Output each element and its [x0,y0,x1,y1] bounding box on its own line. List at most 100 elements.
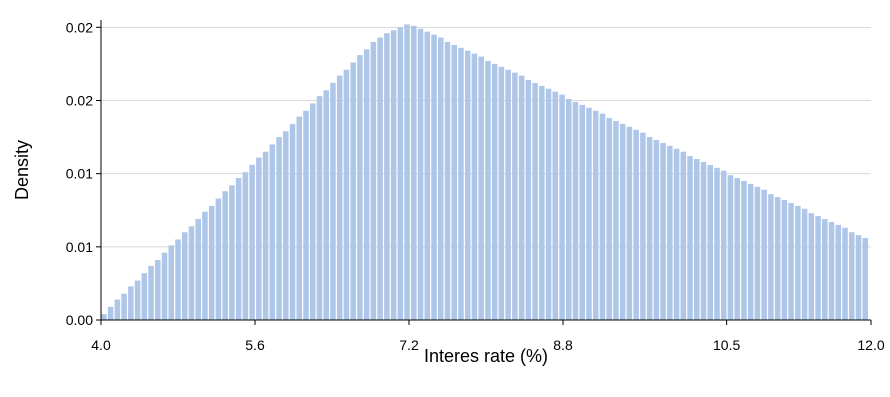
axes [100,20,871,321]
histogram-bar [747,183,754,320]
x-tick-label: 4.0 [91,337,111,353]
histogram-bar [788,202,794,320]
histogram-bar [404,24,410,320]
histogram-bar [855,235,862,320]
histogram-bar [491,63,498,321]
histogram-bar [269,144,276,320]
histogram-bar [303,110,309,320]
histogram-bar [714,167,720,320]
y-tick-label: 0.02 [66,19,93,35]
histogram-bar [842,227,848,320]
histogram-bar [613,120,619,320]
histogram-bar [397,27,404,320]
histogram-bar [377,37,383,320]
histogram-bar [309,103,316,320]
histogram-bar [525,80,532,320]
histogram-bar [168,245,175,320]
histogram-bar [848,232,855,320]
histogram-bar [188,226,195,320]
histogram-bar [175,239,181,320]
histogram-bar [505,69,511,320]
y-tick-labels: 0.00 0.01 0.01 0.02 0.02 [66,19,101,328]
histogram-bar [181,232,188,320]
histogram-bar [653,140,660,320]
x-tick-label: 8.8 [553,337,573,353]
histogram-bar [222,191,228,320]
histogram-bar [532,82,538,321]
histogram-bar [667,145,673,320]
histogram-bar [350,62,356,320]
histogram-bar [815,216,821,320]
histogram-bar [660,142,666,320]
histogram-bar [606,118,612,320]
histogram-bar [518,75,525,320]
histogram-bar [262,151,269,320]
histogram-bar [114,299,121,320]
histogram-bar [323,90,329,321]
histogram-bar [572,101,579,320]
histogram-bar [599,113,606,320]
histogram-bar [633,129,639,320]
histogram-bar [801,208,808,320]
histogram-bar [680,151,687,320]
histogram-bar [822,219,828,320]
histogram-bar [592,110,599,320]
histogram-bar [451,44,458,320]
histogram-bar [795,205,801,320]
histogram-bar [155,260,161,320]
histogram-bar [336,75,343,320]
histogram-bar [384,33,390,321]
histogram-bar [148,265,154,320]
histogram-bar [586,107,592,321]
histogram-bar [485,60,491,320]
histogram-bar [390,30,397,321]
histogram-bar [424,31,431,321]
histogram-bar [754,186,761,320]
histogram-bar [640,132,646,320]
histogram-bar [101,314,107,320]
histogram-bar [478,56,484,321]
histogram-bar [768,194,774,320]
histogram-bar [417,28,424,320]
histogram-bar [566,99,572,321]
histogram-bar [283,131,289,320]
histogram-bar [559,94,565,320]
histogram-bar [464,50,471,320]
histogram-bar [437,37,444,320]
histogram-bar [471,53,478,320]
histogram-bar [276,137,282,320]
histogram-bar [370,41,377,320]
histogram-bar [343,69,350,320]
histogram-bar [761,189,767,320]
histogram-bar [134,280,141,320]
histogram-bar [458,47,464,321]
histogram-bar [161,252,168,320]
histogram-bar [202,211,208,320]
histogram-bar [498,66,505,320]
y-tick-label: 0.01 [66,239,93,255]
histogram-bar [828,221,835,320]
histogram-bar [646,137,653,320]
x-tick-label: 5.6 [245,337,265,353]
x-tick-label: 7.2 [399,337,419,353]
histogram-bar [694,159,700,320]
histogram-bar [431,34,437,320]
histogram-bar [121,293,127,320]
histogram-bar [256,157,262,320]
histogram-bar [411,25,417,320]
histogram-bar [687,156,693,320]
histogram-bar [235,178,242,320]
histogram-bar [619,123,626,320]
histogram-bar [720,170,727,320]
histogram-bar [208,205,215,320]
histogram-bar [774,197,781,320]
histogram-bar [357,55,363,321]
x-tick-label: 10.5 [713,337,740,353]
y-tick-label: 0.00 [66,312,93,328]
histogram-bar [107,306,114,320]
histogram-bar [512,72,518,321]
histogram-bar [835,224,842,320]
histogram-bar [229,185,235,320]
histogram-bar [195,219,201,320]
